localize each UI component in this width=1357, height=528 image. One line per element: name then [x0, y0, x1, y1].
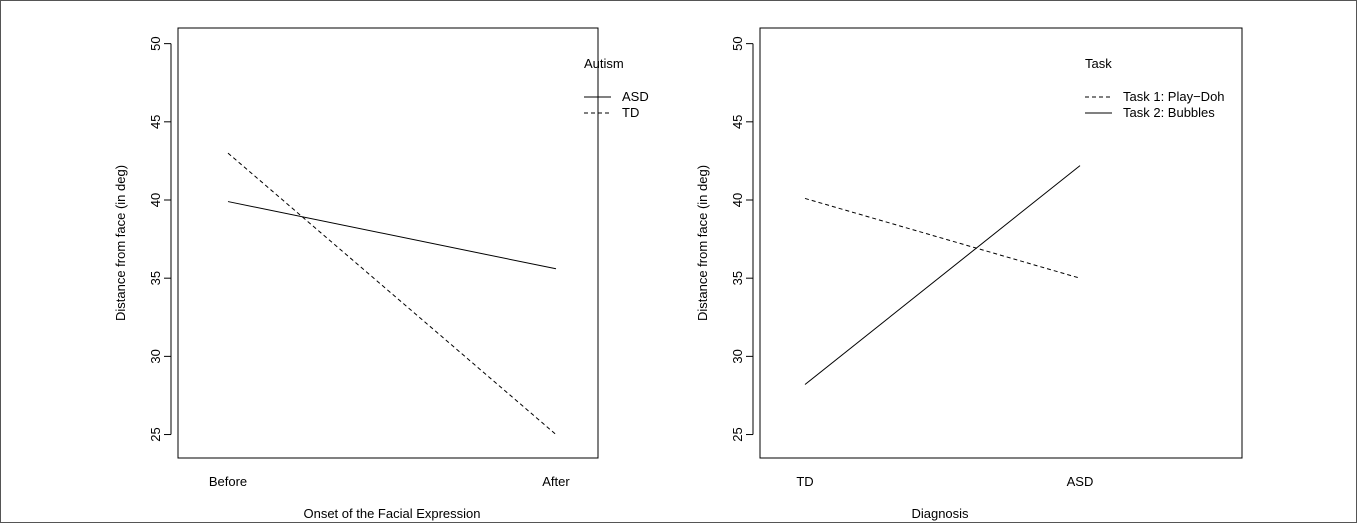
y-tick-label: 25: [730, 427, 745, 441]
y-tick-label: 50: [730, 36, 745, 50]
y-axis-label: Distance from face (in deg): [113, 165, 128, 321]
y-tick-label: 40: [730, 193, 745, 207]
x-axis-label: Onset of the Facial Expression: [303, 506, 480, 521]
series-line-asd: [227, 201, 557, 270]
y-axis: 25 30 35 40 45 50: [148, 36, 172, 442]
y-tick-label: 30: [148, 349, 163, 363]
x-tick-label: Before: [209, 474, 247, 489]
y-tick-label: 35: [730, 271, 745, 285]
x-axis-label: Diagnosis: [911, 506, 969, 521]
legend-label: Task 2: Bubbles: [1123, 105, 1215, 120]
y-tick-label: 45: [730, 115, 745, 129]
legend-title: Task: [1085, 56, 1112, 71]
y-axis: 25 30 35 40 45 50: [730, 36, 754, 442]
y-tick-label: 35: [148, 271, 163, 285]
legend-label: ASD: [622, 89, 649, 104]
legend-label: Task 1: Play−Doh: [1123, 89, 1225, 104]
y-tick-label: 45: [148, 115, 163, 129]
legend-label: TD: [622, 105, 639, 120]
x-axis: TD ASD: [796, 474, 1093, 489]
y-tick-label: 50: [148, 36, 163, 50]
plot-box: [759, 27, 1243, 459]
x-axis: Before After: [209, 474, 571, 489]
y-tick-label: 40: [148, 193, 163, 207]
y-axis-label: Distance from face (in deg): [695, 165, 710, 321]
x-tick-label: TD: [796, 474, 813, 489]
x-tick-label: ASD: [1067, 474, 1094, 489]
series-lines: [227, 152, 557, 435]
legend-title: Autism: [584, 56, 624, 71]
series-line-td: [227, 152, 557, 435]
y-tick-label: 25: [148, 427, 163, 441]
left-panel: 25 30 35 40 45 50 Before After Distance from f…: [113, 27, 649, 521]
series-lines: [804, 165, 1081, 385]
plot-box: [177, 27, 599, 459]
right-panel: 25 30 35 40 45 50 TD ASD Distance from face (i…: [695, 27, 1243, 521]
x-tick-label: After: [542, 474, 570, 489]
series-line-task-2-bubbles: [804, 165, 1081, 385]
y-tick-label: 30: [730, 349, 745, 363]
series-line-task-1-play-doh: [804, 197, 1081, 279]
